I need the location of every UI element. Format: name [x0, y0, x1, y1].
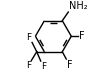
Text: F: F [41, 62, 46, 71]
Text: F: F [67, 60, 72, 70]
Text: F: F [26, 61, 31, 70]
Text: F: F [26, 33, 31, 42]
Text: F: F [79, 31, 84, 41]
Text: NH₂: NH₂ [69, 1, 87, 11]
